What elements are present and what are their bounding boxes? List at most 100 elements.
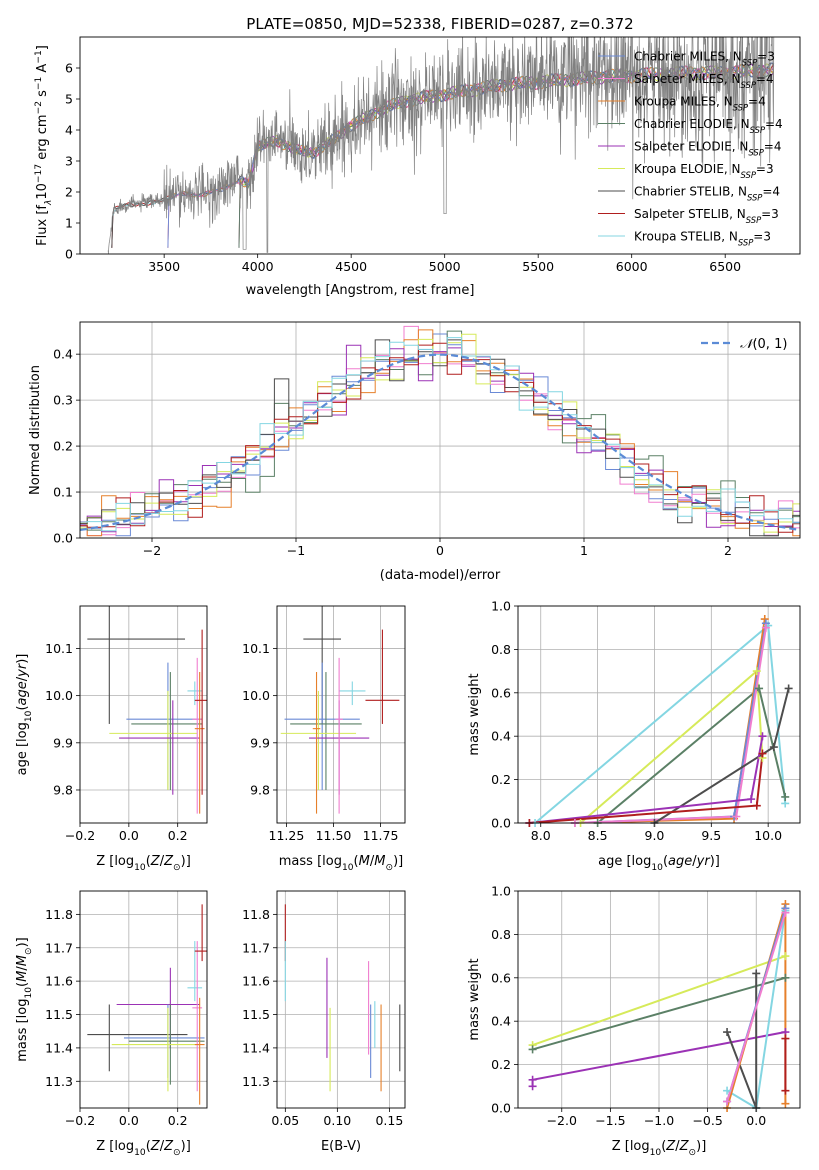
label-part: =3 — [756, 162, 774, 176]
label-part: =3 — [761, 207, 779, 221]
label-part: SSP — [750, 125, 766, 135]
legend-label-kroupa-elodie: Kroupa ELODIE, NSSP=3 — [634, 162, 774, 180]
weight-marker-kroupa-elodie — [781, 952, 790, 961]
axes-frame — [79, 890, 208, 1109]
label-part: =4 — [765, 117, 783, 131]
label-part: age — [15, 681, 30, 705]
label-part: ( — [15, 705, 30, 710]
legend-label-kroupa-miles: Kroupa MILES, NSSP=4 — [634, 95, 766, 113]
label-part: / — [15, 966, 30, 971]
label-part: Chabrier STELIB, N — [634, 185, 747, 199]
label-part: / — [675, 1139, 680, 1154]
label-part: =4 — [762, 185, 780, 199]
label-part: )] — [696, 1139, 706, 1154]
y-tick-label: 11.4 — [242, 1040, 270, 1055]
y-tick-label: 11.6 — [242, 974, 270, 989]
label-part: =4 — [756, 72, 774, 86]
y-tick-label: 0.3 — [53, 393, 73, 408]
label-part: Z — [679, 1139, 690, 1154]
label-part: ⊙ — [24, 947, 34, 955]
y-tick-label: 0.2 — [53, 439, 73, 454]
label-part: ⊙ — [689, 1148, 697, 1158]
weight-marker-salpeter-elodie — [758, 732, 767, 741]
label-part: ( — [354, 854, 359, 869]
y-tick-label: 11.6 — [45, 974, 73, 989]
weight-marker-kroupa-miles — [781, 1099, 790, 1108]
x-tick-label: −2 — [143, 543, 161, 558]
figure-title: PLATE=0850, MJD=52338, FIBERID=0287, z=0… — [246, 15, 633, 33]
x-tick-label: 11.50 — [316, 828, 352, 843]
x-axis-label: (data-model)/error — [380, 568, 501, 583]
x-tick-label: 0.15 — [375, 1113, 403, 1128]
weight-marker-kroupa-elodie — [752, 667, 761, 676]
label-part: ( — [661, 1139, 666, 1154]
label-part: A — [35, 64, 50, 77]
x-tick-label: 8.5 — [588, 828, 608, 843]
weight-line-salpeter-miles — [726, 912, 787, 1102]
x-tick-label: 0.05 — [271, 1113, 299, 1128]
weight-marker-kroupa-stelib — [723, 1086, 732, 1095]
y-axis-label: mass [log10(M/M⊙)] — [15, 937, 34, 1061]
x-tick-label: 5500 — [522, 259, 554, 274]
y-tick-label: 10.1 — [242, 641, 270, 656]
y-tick-label: 9.9 — [53, 735, 73, 750]
legend: 𝒩(0, 1) — [701, 337, 787, 352]
label-part: / — [692, 854, 697, 869]
x-tick-label: −1 — [287, 543, 305, 558]
label-part: 10 — [134, 1148, 146, 1158]
axes-weight-vs-Z: −2.0 −1.5 −1.0 −0.5 0.0 0.0 0.2 0.4 0.6 0.8 1.0 Z [… — [467, 884, 801, 1158]
label-part: ( — [146, 854, 151, 869]
axes-age-vs-mass: 11.25 11.50 11.75 9.8 9.9 10.0 10.1 mass [log10… — [242, 605, 406, 873]
label-part: Z [log — [96, 854, 134, 869]
x-tick-label: 4500 — [335, 259, 367, 274]
label-part: yr — [696, 854, 712, 869]
x-tick-label: 0.2 — [168, 828, 188, 843]
weight-marker-salpeter-elodie — [528, 1075, 537, 1084]
label-part: Salpeter STELIB, N — [634, 207, 746, 221]
weight-marker-chabrier-stelib — [752, 969, 761, 978]
x-tick-label: −2.0 — [547, 1113, 577, 1128]
y-tick-label: 1 — [65, 216, 73, 231]
weight-marker-salpeter-stelib — [781, 1034, 790, 1043]
plot-area — [280, 606, 400, 814]
y-tick-label: 0.0 — [53, 531, 73, 546]
y-tick-label: 6 — [65, 61, 73, 76]
label-part: SSP — [746, 215, 762, 225]
weight-marker-salpeter-miles — [761, 623, 770, 632]
y-tick-label: 0 — [65, 247, 73, 262]
label-part: 10 — [24, 710, 34, 722]
y-tick-label: 0.6 — [491, 685, 511, 700]
label-part: Flux [f — [35, 205, 50, 246]
label-part: 10 — [24, 987, 34, 999]
y-tick-label: 0.8 — [491, 927, 511, 942]
axes-frame — [79, 321, 801, 539]
axes-residuals: −2 −1 0 1 2 0.0 0.1 0.2 0.3 0.4 (data-model)/error… — [28, 321, 801, 583]
x-tick-label: 9.5 — [701, 828, 721, 843]
axes-spectrum: 3500 4000 4500 5000 5500 6000 6500 0 1 2 3 4 5 6 wavel… — [34, 36, 801, 298]
x-tick-label: 0.0 — [119, 828, 139, 843]
legend-label-salpeter-elodie: Salpeter ELODIE, NSSP=4 — [634, 140, 782, 158]
label-part: Salpeter ELODIE, N — [634, 140, 748, 154]
x-axis-label: E(B-V) — [321, 1139, 361, 1154]
y-tick-label: 9.8 — [250, 782, 270, 797]
y-tick-label: 11.7 — [242, 940, 270, 955]
legend-label-kroupa-stelib: Kroupa STELIB, NSSP=3 — [634, 230, 771, 248]
label-part: Z [log — [96, 1139, 134, 1154]
label-part: / — [160, 1139, 165, 1154]
weight-marker-chabrier-stelib — [769, 743, 778, 752]
label-part: Chabrier ELODIE, N — [634, 117, 750, 131]
label-part: )] — [181, 1139, 191, 1154]
plot-area — [80, 325, 800, 537]
label-part: SSP — [748, 148, 764, 158]
x-tick-label: −0.2 — [65, 1113, 95, 1128]
label-part: Kroupa MILES, N — [634, 95, 733, 109]
weight-marker-kroupa-miles — [760, 615, 769, 624]
y-axis-label: Flux [fλ10−17 erg cm−2 s−1 A−1] — [34, 45, 54, 246]
label-part: =4 — [764, 140, 782, 154]
label-part: 10 — [650, 1148, 662, 1158]
legend-label-salpeter-stelib: Salpeter STELIB, NSSP=3 — [634, 207, 779, 225]
y-tick-label: 3 — [65, 154, 73, 169]
y-tick-label: 9.8 — [53, 782, 73, 797]
label-part: )] — [710, 854, 720, 869]
